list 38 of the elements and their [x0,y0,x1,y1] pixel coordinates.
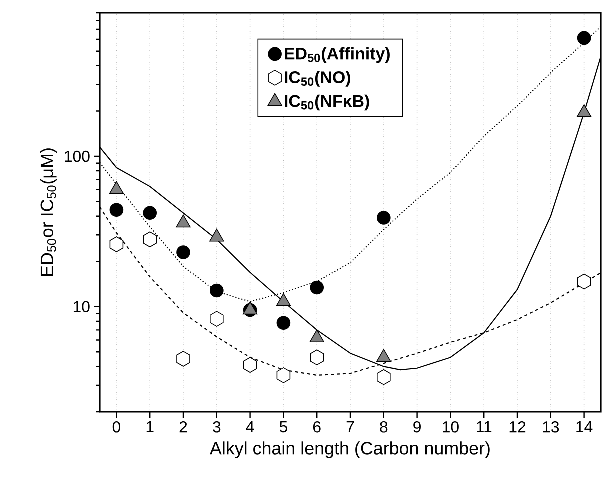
point [110,203,124,218]
x-tick-label: 2 [180,422,188,433]
point [143,232,157,248]
point [210,284,224,298]
x-tick-label: 4 [246,421,254,432]
legend-label: ED$_{50}$(Affinity) [285,47,390,64]
legend-label: IC$_{50}$(NFκB) [285,94,370,111]
x-tick-label: 14 [576,421,593,432]
point [176,246,190,260]
point [110,236,124,252]
x-tick-label: 5 [280,421,288,433]
x-tick-label: 12 [510,422,526,433]
point [310,350,324,366]
point [210,311,224,327]
point [310,280,324,295]
point [276,316,291,330]
x-tick-label: 1 [146,421,154,432]
point [143,206,157,220]
x-tick-label: 8 [380,422,388,433]
y-axis-title: ED$_{50}$or IC$_{50}$(μM) [40,148,58,276]
x-tick-label: 7 [346,421,354,432]
y-tick-label: 100 [65,150,90,162]
point [577,31,592,46]
x-tick-label: 3 [213,422,221,433]
x-tick-label: 6 [313,422,321,433]
point [276,368,291,384]
point [176,351,190,367]
x-tick-label: 11 [477,421,492,432]
point [377,211,391,225]
point [577,274,592,290]
x-tick-label: 13 [543,422,560,433]
x-axis-title: Alkyl chain length (Carbon number) [210,442,490,458]
legend-label: IC$_{50}$(NO) [285,71,350,87]
x-tick-label: 9 [414,422,421,433]
x-tick-label: 10 [443,422,459,433]
x-tick-label: 0 [112,422,120,433]
point [377,369,391,386]
point [243,357,258,374]
